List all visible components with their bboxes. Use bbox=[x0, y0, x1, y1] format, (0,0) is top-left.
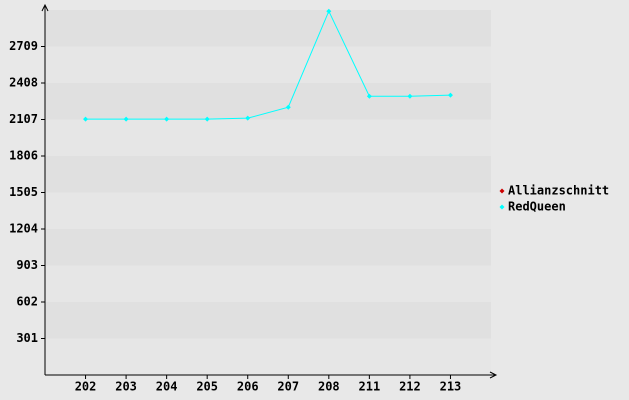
grid-band bbox=[45, 229, 491, 266]
point bbox=[245, 115, 251, 121]
x-axis-arrow bbox=[489, 371, 498, 379]
point bbox=[407, 93, 413, 99]
point bbox=[285, 104, 291, 110]
grid-band bbox=[45, 83, 491, 120]
point bbox=[83, 116, 89, 122]
x-tick-label: 203 bbox=[115, 380, 137, 394]
x-tick-label: 212 bbox=[399, 380, 421, 394]
point bbox=[123, 116, 129, 122]
grid-band bbox=[45, 119, 491, 156]
y-tick-label: 1505 bbox=[9, 185, 38, 199]
y-tick-label: 301 bbox=[16, 331, 38, 345]
grid-band bbox=[45, 46, 491, 83]
y-tick-label: 2408 bbox=[9, 76, 38, 90]
y-tick-label: 2709 bbox=[9, 39, 38, 53]
x-tick-label: 208 bbox=[318, 380, 340, 394]
y-tick-label: 2107 bbox=[9, 112, 38, 126]
legend-label: Allianzschnitt bbox=[508, 184, 609, 198]
grid-band bbox=[45, 156, 491, 193]
y-tick-label: 903 bbox=[16, 258, 38, 272]
grid-band bbox=[45, 265, 491, 302]
grid-band bbox=[45, 192, 491, 229]
x-tick-label: 207 bbox=[277, 380, 299, 394]
x-tick-label: 205 bbox=[196, 380, 218, 394]
point bbox=[447, 92, 453, 98]
y-tick-label: 1204 bbox=[9, 222, 38, 236]
legend-label: RedQueen bbox=[508, 200, 566, 214]
legend-marker bbox=[499, 204, 505, 210]
grid-band bbox=[45, 10, 491, 47]
point bbox=[366, 93, 372, 99]
grid-band bbox=[45, 338, 491, 375]
x-tick-label: 211 bbox=[359, 380, 381, 394]
legend-marker bbox=[499, 188, 505, 194]
x-tick-label: 206 bbox=[237, 380, 259, 394]
point bbox=[326, 8, 332, 14]
y-axis-arrow bbox=[41, 3, 49, 12]
grid-band bbox=[45, 302, 491, 339]
y-tick-label: 1806 bbox=[9, 149, 38, 163]
series-line bbox=[85, 9, 451, 120]
x-tick-label: 213 bbox=[440, 380, 462, 394]
point bbox=[164, 116, 170, 122]
point bbox=[204, 116, 210, 122]
y-tick-label: 602 bbox=[16, 295, 38, 309]
x-tick-label: 204 bbox=[156, 380, 178, 394]
x-tick-label: 202 bbox=[75, 380, 97, 394]
